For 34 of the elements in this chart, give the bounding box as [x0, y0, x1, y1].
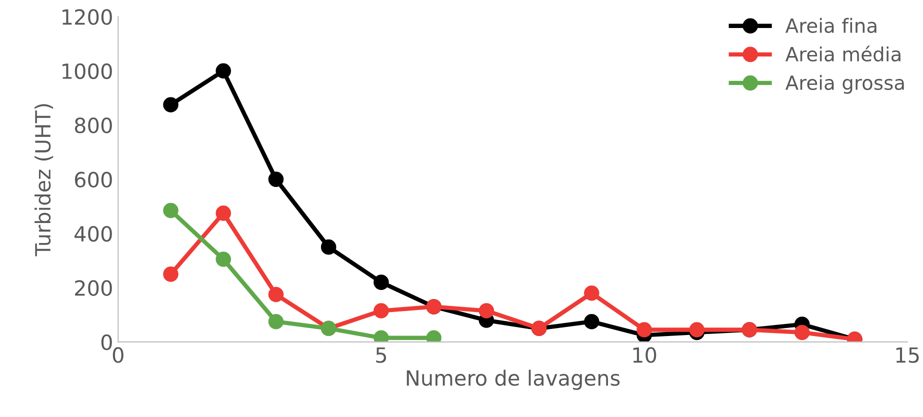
x-axis-title: Numero de lavagens — [406, 370, 620, 390]
point — [163, 97, 178, 112]
point — [216, 252, 232, 267]
y-tick-label: 1200 — [62, 9, 112, 25]
y-tick-label: 0 — [101, 334, 112, 350]
point — [163, 202, 178, 218]
point — [216, 206, 232, 221]
point — [268, 314, 284, 330]
point — [374, 303, 389, 318]
y-tick-label: 400 — [74, 226, 112, 242]
y-axis-title: Turbidez (UHT) — [34, 104, 54, 256]
x-tick-label: 15 — [896, 347, 919, 363]
point — [584, 286, 600, 301]
point — [268, 286, 284, 302]
y-tick-label: 1000 — [62, 63, 112, 80]
point — [478, 303, 494, 318]
legend-label: Areia média — [785, 46, 900, 62]
y-tick-label: 800 — [74, 118, 112, 134]
point — [216, 63, 232, 79]
point — [320, 239, 336, 255]
point — [268, 172, 284, 187]
point — [584, 314, 600, 330]
point — [794, 324, 810, 340]
x-tick-label: 0 — [112, 347, 124, 363]
point — [374, 274, 389, 290]
y-tick-label: 200 — [75, 280, 112, 296]
y-tick-label: 600 — [74, 172, 112, 188]
x-tick-label: 10 — [633, 347, 656, 363]
legend-label: Areia grossa — [785, 75, 904, 94]
point — [689, 322, 705, 338]
x-tick-label: 5 — [376, 347, 386, 363]
point — [163, 266, 178, 282]
legend-label: Areia fina — [785, 18, 876, 33]
point — [636, 322, 652, 338]
